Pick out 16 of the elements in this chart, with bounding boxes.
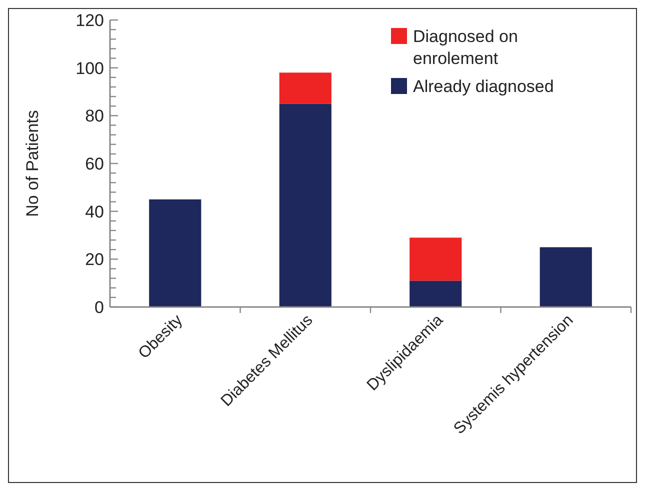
legend-label: Already diagnosed [413,77,554,96]
bar [410,280,462,307]
y-tick-label: 80 [85,106,104,126]
bar [279,72,332,104]
legend-label: Diagnosed on enrolement [413,27,518,68]
y-tick-label: 120 [76,10,104,30]
y-tick-label: 60 [85,154,104,174]
y-tick-label: 20 [85,250,104,270]
y-tick-label: 100 [76,58,104,78]
y-tick-label: 0 [94,298,104,317]
y-tick-label: 40 [85,202,104,222]
bar [149,199,202,307]
bar [410,238,462,281]
bar [279,104,332,307]
bar [540,247,592,307]
y-axis-title: No of Patients [23,110,42,217]
